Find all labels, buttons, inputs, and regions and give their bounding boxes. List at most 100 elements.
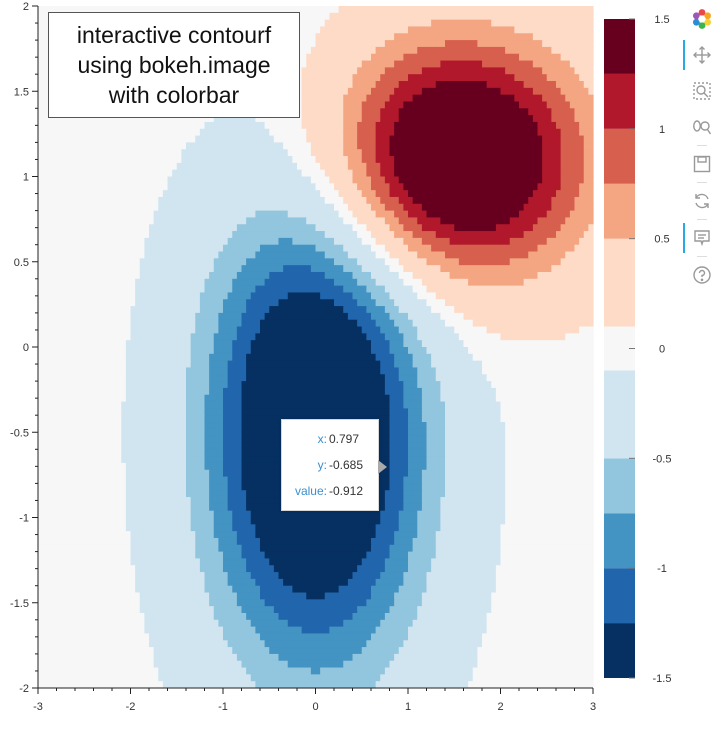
- heatmap-cell: [421, 340, 465, 348]
- heatmap-cell: [454, 224, 497, 232]
- heatmap-cell: [366, 196, 381, 205]
- heatmap-cell: [509, 237, 548, 246]
- heatmap-cell: [486, 374, 594, 382]
- heatmap-cell: [199, 558, 224, 566]
- heatmap-cell: [384, 381, 404, 389]
- heatmap-cell: [292, 585, 340, 594]
- heatmap-cell: [375, 135, 391, 143]
- heatmap-cell: [389, 340, 404, 348]
- heatmap-cell: [209, 353, 233, 362]
- heatmap-cell: [371, 183, 391, 191]
- heatmap-cell: [435, 374, 488, 382]
- reset-icon[interactable]: [689, 188, 715, 214]
- heatmap-cell: [445, 435, 506, 444]
- heatmap-cell: [343, 142, 358, 150]
- heatmap-cell: [371, 312, 391, 321]
- heatmap-cell: [361, 101, 386, 109]
- heatmap-cell: [408, 312, 441, 321]
- heatmap-cell: [232, 647, 270, 655]
- heatmap-cell: [574, 108, 594, 116]
- heatmap-cell: [223, 415, 243, 423]
- heatmap-cell: [241, 415, 391, 423]
- heatmap-cell: [537, 271, 594, 280]
- heatmap-cell: [560, 176, 585, 184]
- heatmap-cell: [421, 224, 455, 232]
- heatmap-cell: [343, 244, 372, 253]
- heatmap-cell: [394, 360, 414, 369]
- toolbar-separator: [697, 256, 707, 257]
- heatmap-cell: [579, 183, 594, 191]
- heatmap-cell: [255, 681, 377, 689]
- heatmap-cell: [186, 483, 210, 491]
- bokeh-logo-icon[interactable]: [689, 6, 715, 32]
- heatmap-cell: [412, 353, 432, 362]
- help-icon[interactable]: [689, 262, 715, 288]
- heatmap-cell: [361, 326, 381, 334]
- heatmap-cell: [389, 347, 409, 355]
- heatmap-cell: [38, 551, 132, 560]
- colorbar-band: [604, 19, 635, 74]
- heatmap-cell: [417, 46, 506, 55]
- heatmap-cell: [260, 585, 293, 594]
- hover-icon[interactable]: [689, 225, 715, 251]
- heatmap-cell: [38, 510, 127, 519]
- heatmap-cell: [366, 224, 391, 232]
- box-zoom-icon[interactable]: [689, 78, 715, 104]
- heatmap-cell: [445, 299, 594, 307]
- wheel-zoom-icon[interactable]: [689, 114, 715, 140]
- heatmap-cell: [421, 87, 502, 96]
- heatmap-cell: [380, 674, 474, 682]
- heatmap-cell: [135, 285, 206, 294]
- heatmap-cell: [426, 299, 446, 307]
- heatmap-cell: [445, 428, 506, 437]
- heatmap-cell: [569, 101, 594, 109]
- colorbar-tick-label: -1: [657, 563, 667, 575]
- heatmap-cell: [135, 585, 206, 594]
- heatmap-cell: [523, 81, 557, 89]
- heatmap-cell: [560, 156, 585, 164]
- x-tick-label: 2: [497, 701, 503, 713]
- heatmap-cell: [204, 394, 224, 403]
- heatmap-cell: [125, 394, 187, 403]
- heatmap-cell: [209, 592, 238, 600]
- heatmap-cell: [227, 360, 247, 369]
- heatmap-cell: [532, 33, 594, 41]
- heatmap-cell: [315, 244, 344, 253]
- heatmap-cell: [394, 156, 543, 164]
- heatmap-cell: [264, 312, 349, 321]
- heatmap-cell: [408, 462, 428, 471]
- heatmap-cell: [204, 428, 224, 437]
- heatmap-cell: [186, 428, 206, 437]
- heatmap-cell: [500, 537, 594, 546]
- heatmap-cell: [463, 312, 594, 321]
- heatmap-cell: [255, 210, 289, 219]
- save-icon[interactable]: [689, 151, 715, 177]
- heatmap-cell: [195, 537, 219, 546]
- heatmap-cell: [389, 456, 409, 464]
- heatmap-cell: [505, 456, 594, 464]
- heatmap-cell: [579, 74, 594, 82]
- heatmap-cell: [357, 231, 372, 239]
- heatmap-cell: [565, 94, 594, 103]
- heatmap-cell: [412, 231, 437, 239]
- heatmap-cell: [158, 667, 247, 675]
- heatmap-cell: [130, 544, 196, 553]
- heatmap-cell: [167, 176, 312, 184]
- heatmap-cell: [445, 483, 506, 491]
- heatmap-cell: [241, 401, 391, 409]
- heatmap-cell: [338, 190, 363, 198]
- heatmap-cell: [125, 490, 187, 498]
- pan-icon[interactable]: [689, 42, 715, 68]
- heatmap-cell: [195, 135, 275, 143]
- colorbar-tick-label: 1.5: [654, 14, 669, 26]
- y-tick-label: 2: [23, 1, 29, 13]
- heatmap-cell: [204, 285, 233, 294]
- heatmap-cell: [218, 544, 243, 553]
- heatmap-cell: [583, 169, 594, 178]
- heatmap-cell: [144, 237, 229, 246]
- heatmap-cell: [38, 449, 122, 457]
- colorbar-band: [604, 568, 635, 624]
- heatmap-cell: [532, 87, 562, 96]
- heatmap-cell: [445, 415, 502, 423]
- heatmap-cell: [125, 469, 187, 478]
